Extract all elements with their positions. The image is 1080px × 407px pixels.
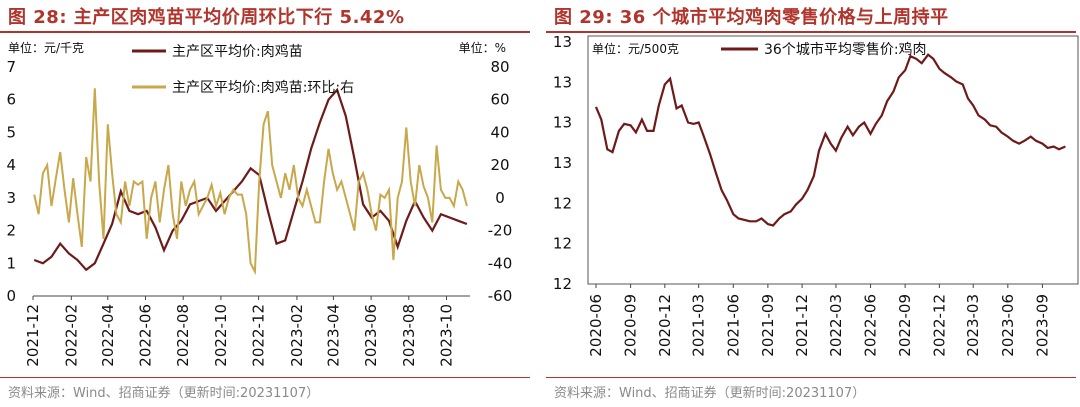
y-tick-left-label: 4 (6, 156, 16, 174)
left-axis-unit: 单位：元/千克 (8, 40, 84, 55)
y-tick-right-label: 60 (490, 91, 509, 109)
x-tick-label: 2022-02 (62, 304, 80, 367)
x-tick-label: 2021-12 (24, 304, 42, 367)
y-tick-left-label: 3 (6, 189, 16, 207)
y-tick-left-label: 7 (6, 58, 16, 76)
chart-panel-right: 图 29: 36 个城市平均鸡肉零售价格与上周持平 单位：元/500克 12 12… (546, 0, 1079, 407)
x-tick-label: 2021-06 (724, 294, 742, 357)
x-tick-label: 2021-12 (793, 294, 811, 357)
source-note-right: 资料来源：Wind、招商证券（更新时间:20231107） (554, 386, 866, 401)
y-tick-label: 12 (553, 235, 572, 253)
y-tick-left-label: 2 (6, 222, 16, 240)
y-tick-label: 13 (553, 73, 572, 91)
source-divider (0, 377, 530, 378)
x-tick-label: 2023-09 (1033, 294, 1051, 357)
x-tick-label: 2022-12 (930, 294, 948, 357)
legend-label-chick-wow: 主产区平均价:肉鸡苗:环比:右 (172, 79, 354, 96)
y-tick-left-label: 5 (6, 123, 16, 141)
y-tick-label: 13 (553, 154, 572, 172)
y-tick-left-label: 0 (6, 287, 16, 305)
legend: 主产区平均价:肉鸡苗 主产区平均价:肉鸡苗:环比:右 (132, 43, 354, 96)
x-tick-label: 2021-03 (690, 294, 708, 357)
chart-right-svg: 单位：元/500克 12 12 12 13 13 13 13 2020-06 2020-09 2… (553, 33, 1079, 357)
title-divider (0, 31, 530, 33)
plot-frame (587, 35, 1079, 285)
title-divider (546, 31, 1076, 33)
x-tick-label: 2022-06 (862, 294, 880, 357)
x-tick-label: 2022-03 (827, 294, 845, 357)
y-tick-label: 12 (553, 275, 572, 293)
source-note-left: 资料来源：Wind、招商证券（更新时间:20231107） (8, 386, 320, 401)
x-tick-label: 2023-03 (964, 294, 982, 357)
source-divider (546, 377, 1076, 378)
x-tick-label: 2023-02 (288, 304, 306, 367)
axis-unit: 单位：元/500克 (592, 41, 679, 56)
y-tick-label: 13 (553, 114, 572, 132)
y-tick-right-label: 0 (495, 189, 505, 207)
chart-title-right: 图 29: 36 个城市平均鸡肉零售价格与上周持平 (554, 7, 949, 28)
x-tick-label: 2022-08 (174, 304, 192, 367)
x-tick-label: 2023-04 (324, 304, 342, 367)
x-tick-label: 2020-12 (656, 294, 674, 357)
right-axis-unit: 单位：% (459, 40, 506, 55)
chart-panel-left: 图 28: 主产区肉鸡苗平均价周环比下行 5.42% 单位：元/千克 单位：% … (0, 0, 530, 407)
y-tick-right-label: -20 (488, 222, 513, 240)
y-tick-right-label: 20 (490, 156, 509, 174)
series-line-chick-wow (33, 88, 468, 276)
x-tick-label: 2023-10 (438, 304, 456, 367)
x-tick-label: 2023-06 (999, 294, 1017, 357)
y-tick-left-label: 1 (6, 254, 16, 272)
y-tick-left-label: 6 (6, 91, 16, 109)
y-tick-right-label: 80 (490, 58, 509, 76)
x-tick-label: 2020-09 (622, 294, 640, 357)
x-tick-label: 2022-10 (212, 304, 230, 367)
series-line-chicken-retail (594, 53, 1066, 227)
x-tick-label: 2022-04 (99, 304, 117, 367)
x-tick-label: 2021-09 (759, 294, 777, 357)
x-tick-label: 2022-06 (136, 304, 154, 367)
legend: 36个城市平均零售价:鸡肉 (721, 41, 927, 58)
y-tick-right-label: -40 (488, 254, 513, 272)
x-tick-label: 2023-06 (362, 304, 380, 367)
legend-label-chick-price: 主产区平均价:肉鸡苗 (172, 43, 303, 60)
chart-title-left: 图 28: 主产区肉鸡苗平均价周环比下行 5.42% (8, 7, 405, 28)
x-tick-label: 2022-09 (896, 294, 914, 357)
x-tick-label: 2022-12 (250, 304, 268, 367)
y-tick-label: 12 (553, 194, 572, 212)
y-tick-right-label: 40 (490, 123, 509, 141)
y-tick-right-label: -60 (488, 287, 513, 305)
x-tick-label: 2020-06 (587, 294, 605, 357)
y-tick-label: 13 (553, 33, 572, 51)
chart-left-svg: 单位：元/千克 单位：% 0 1 2 3 4 5 6 7 -60 -40 -20 0 20 40 60 80… (6, 40, 513, 367)
x-tick-label: 2023-08 (400, 304, 418, 367)
legend-label-chicken-retail: 36个城市平均零售价:鸡肉 (764, 41, 927, 58)
